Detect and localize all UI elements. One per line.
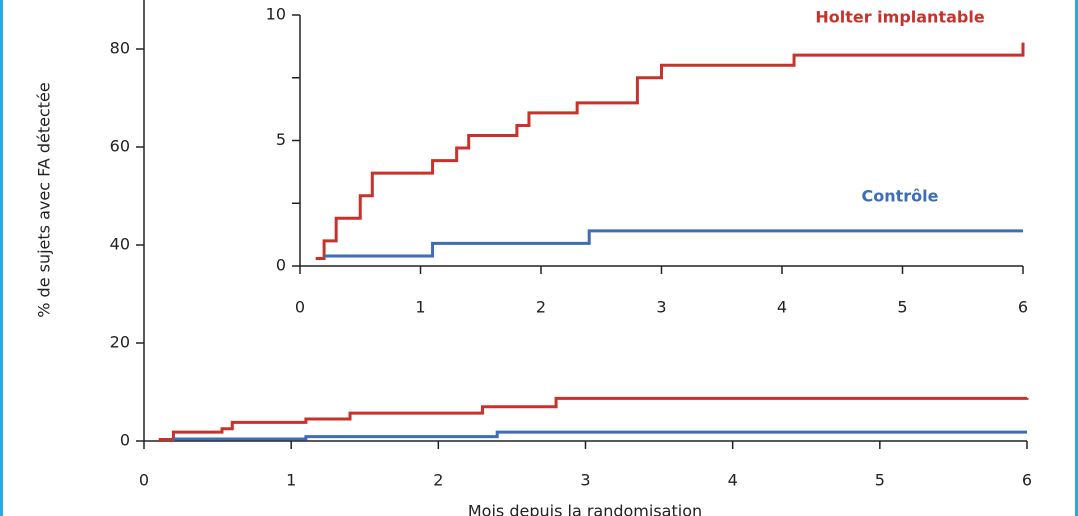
step-line — [315, 42, 1025, 260]
series-label: Contrôle — [862, 187, 939, 206]
step-line — [173, 430, 1027, 441]
y-tick-label: 20 — [110, 333, 130, 352]
x-tick-label: 6 — [1022, 471, 1032, 490]
x-tick-label: 3 — [656, 298, 666, 317]
x-tick-label: 6 — [1018, 298, 1028, 317]
y-tick-label: 80 — [110, 39, 130, 58]
x-tick-label: 3 — [580, 471, 590, 490]
x-tick-label: 1 — [415, 298, 425, 317]
series-label: Holter implantable — [815, 8, 984, 27]
x-tick-label: 1 — [286, 471, 296, 490]
x-tick-label: 0 — [295, 298, 305, 317]
step-line — [324, 229, 1023, 258]
y-axis-label: % de sujets avec FA détectée — [35, 82, 54, 317]
x-axis-label: Mois depuis la randomisation — [468, 502, 702, 516]
y-tick-label: 40 — [110, 235, 130, 254]
y-tick-label: 0 — [276, 256, 286, 275]
y-tick-label: 0 — [120, 431, 130, 450]
x-tick-label: 5 — [897, 298, 907, 317]
x-tick-label: 2 — [536, 298, 546, 317]
x-tick-label: 4 — [728, 471, 738, 490]
x-tick-label: 5 — [875, 471, 885, 490]
y-tick-label: 10 — [266, 5, 286, 24]
step-line — [158, 396, 1029, 442]
x-tick-label: 0 — [139, 471, 149, 490]
y-tick-label: 5 — [276, 130, 286, 149]
x-tick-label: 2 — [433, 471, 443, 490]
y-tick-label: 60 — [110, 137, 130, 156]
x-tick-label: 4 — [777, 298, 787, 317]
